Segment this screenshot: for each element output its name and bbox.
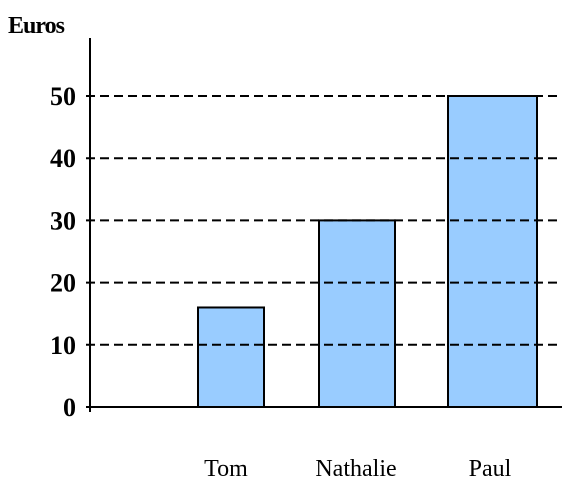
- y-axis-label: Euros: [8, 13, 65, 39]
- axes: [86, 38, 562, 412]
- y-tick-label: 20: [50, 269, 76, 298]
- y-tick-label: 30: [50, 206, 76, 235]
- gridlines: [86, 95, 562, 346]
- bar-paul: [447, 95, 538, 408]
- bar-tom: [197, 306, 265, 409]
- x-tick-label: Nathalie: [315, 456, 396, 482]
- y-tick-label: 10: [50, 331, 76, 360]
- y-tick-labels: 0 10 20 30 40 50: [50, 82, 76, 422]
- x-tick-label: Paul: [469, 456, 512, 482]
- y-tick-label: 50: [50, 82, 76, 111]
- x-tick-labels: Tom Nathalie Paul: [204, 456, 511, 482]
- y-tick-label: 40: [50, 144, 76, 173]
- bars: [197, 95, 538, 409]
- bar-nathalie: [318, 219, 396, 408]
- x-tick-label: Tom: [204, 456, 248, 482]
- y-tick-label: 0: [63, 393, 76, 422]
